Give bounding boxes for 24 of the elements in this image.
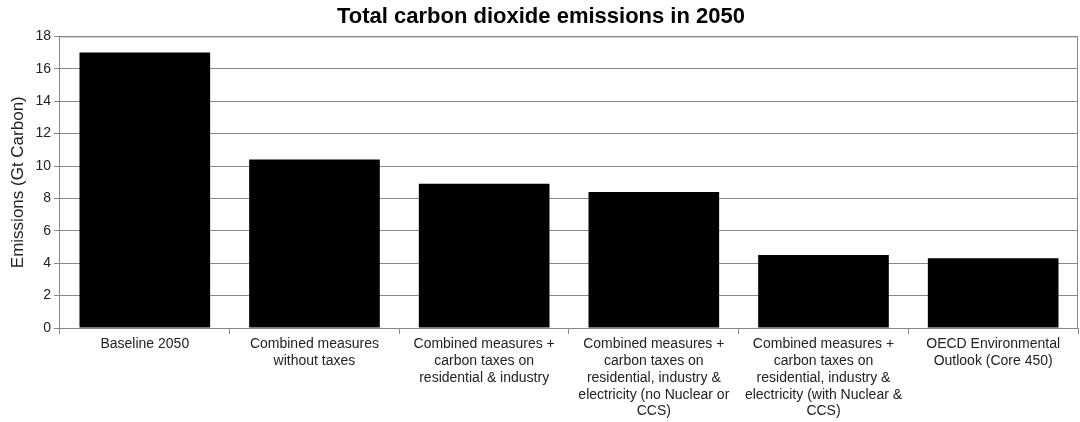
chart-title: Total carbon dioxide emissions in 2050 bbox=[337, 3, 745, 29]
x-tick-label: OECD Environmental Outlook (Core 450) bbox=[926, 335, 1061, 369]
y-tick-label: 2 bbox=[43, 286, 52, 303]
y-tick-label: 14 bbox=[35, 92, 52, 109]
x-tick-label: Combined measures + carbon taxes on residential & industry bbox=[413, 335, 555, 385]
y-tick-label: 12 bbox=[35, 124, 52, 141]
x-tick-label: Combined measures + carbon taxes on residential, industry & electricity (with Nuclear & CCS) bbox=[744, 335, 903, 419]
bar bbox=[758, 255, 889, 328]
y-tick-label: 4 bbox=[43, 254, 52, 271]
x-tick-label: Combined measures + carbon taxes on residential, industry & electricity (no Nuclear or CCS) bbox=[578, 335, 730, 419]
x-tick-label: Combined measures without taxes bbox=[249, 335, 380, 369]
bar bbox=[927, 258, 1059, 328]
bar bbox=[249, 159, 380, 328]
bar bbox=[588, 191, 720, 328]
y-tick-label: 8 bbox=[43, 189, 52, 206]
bar bbox=[418, 183, 550, 328]
y-tick-label: 18 bbox=[35, 27, 52, 44]
y-axis-title: Emissions (Gt Carbon) bbox=[7, 96, 27, 269]
y-tick-label: 6 bbox=[43, 221, 52, 238]
y-tick-label: 16 bbox=[35, 59, 52, 76]
x-tick-label: Baseline 2050 bbox=[100, 335, 190, 352]
y-tick-label: 10 bbox=[35, 156, 52, 173]
bar bbox=[79, 52, 211, 328]
y-tick-label: 0 bbox=[43, 318, 52, 335]
